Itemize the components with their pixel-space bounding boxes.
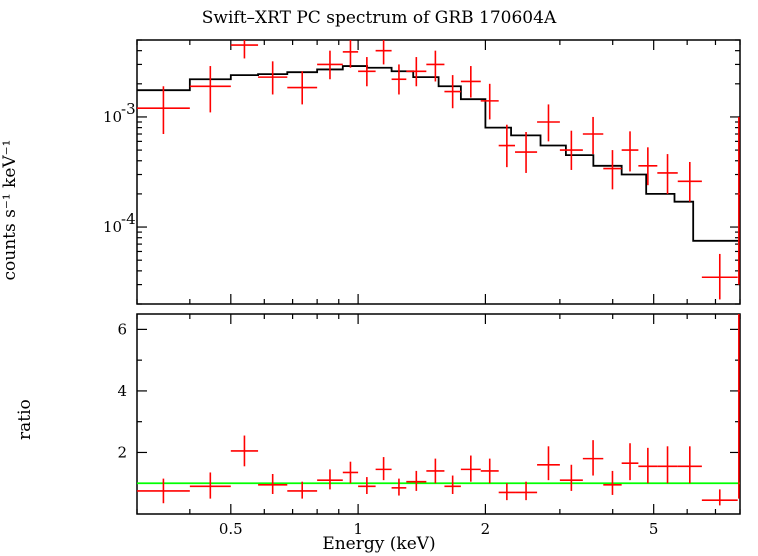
svg-text:1: 1 xyxy=(353,520,363,538)
svg-text:2: 2 xyxy=(117,443,127,461)
svg-text:10: 10 xyxy=(103,108,122,126)
svg-text:0.5: 0.5 xyxy=(219,520,243,538)
svg-text:10: 10 xyxy=(103,218,122,236)
svg-text:4: 4 xyxy=(117,382,127,400)
svg-text:2: 2 xyxy=(481,520,491,538)
spectrum-plot-container: Swift–XRT PC spectrum of GRB 170604A cou… xyxy=(0,0,758,556)
svg-text:-4: -4 xyxy=(121,210,136,228)
plot-svg: 10-410-32460.5125 xyxy=(0,0,758,556)
svg-text:6: 6 xyxy=(117,320,127,338)
svg-text:5: 5 xyxy=(649,520,659,538)
svg-text:-3: -3 xyxy=(121,100,136,118)
